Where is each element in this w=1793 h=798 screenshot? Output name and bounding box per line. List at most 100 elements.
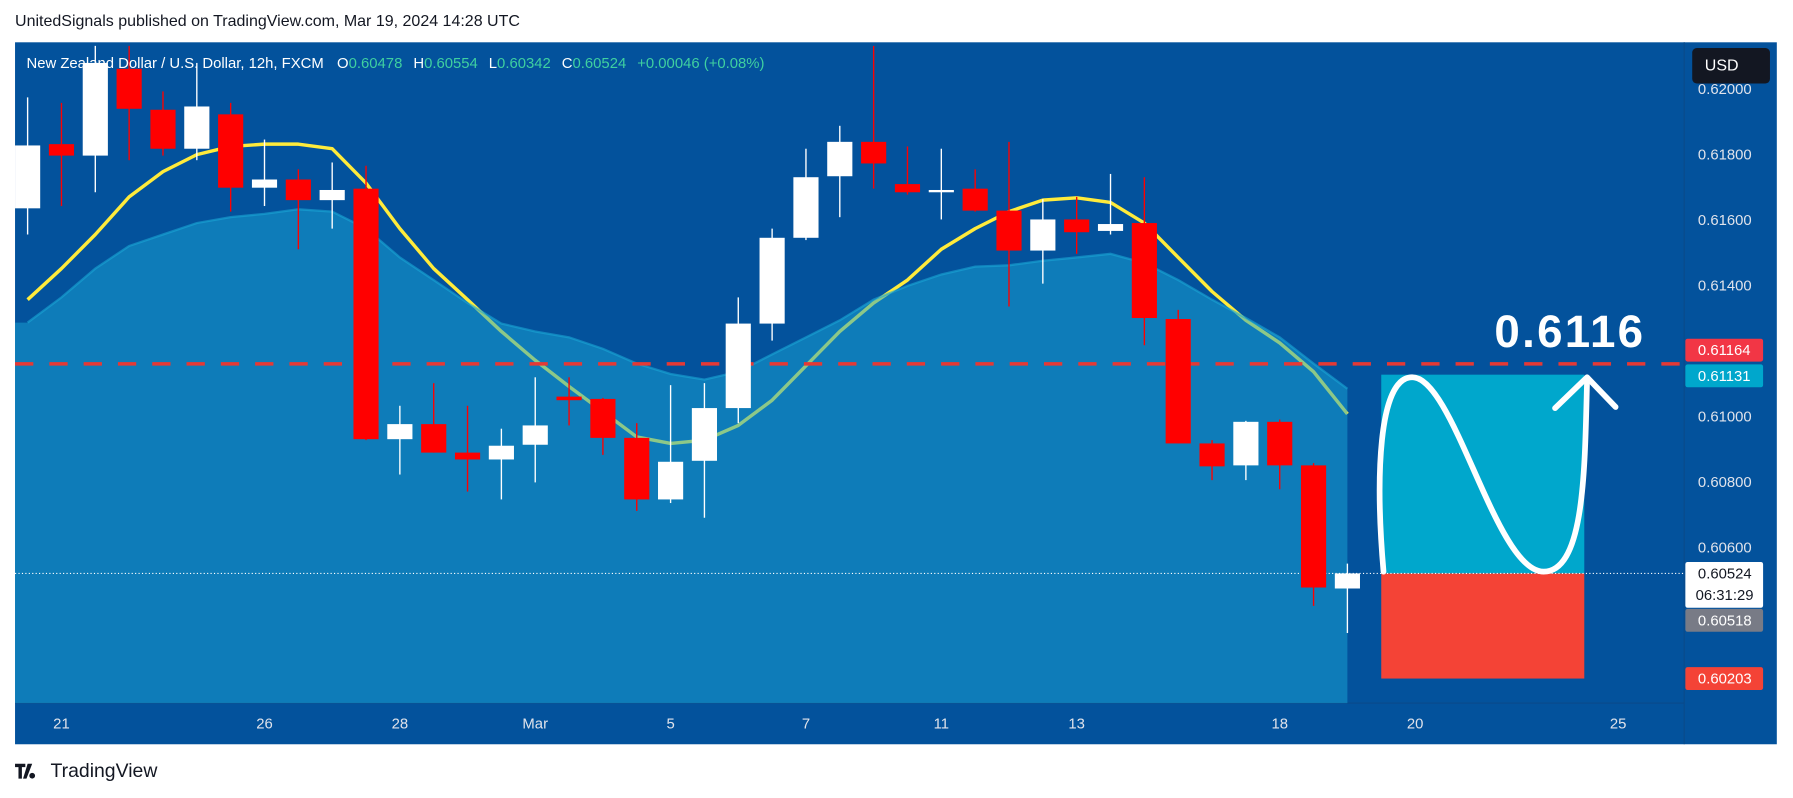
candle-body bbox=[1267, 421, 1293, 466]
x-tick-label: 25 bbox=[1610, 717, 1627, 733]
x-tick-label: 28 bbox=[392, 717, 409, 733]
x-tick-label: 26 bbox=[256, 717, 273, 733]
candle-body bbox=[658, 461, 684, 500]
x-tick-label: 7 bbox=[802, 717, 810, 733]
candle-body bbox=[793, 177, 819, 238]
candle-body bbox=[1165, 319, 1191, 444]
candle-body bbox=[590, 398, 616, 438]
candle-body bbox=[759, 237, 785, 324]
target-price-tag: 0.61131 bbox=[1698, 369, 1751, 385]
price-tags: 0.61164 0.61131 0.60524 06:31:29 0.60518 0.60… bbox=[1685, 338, 1764, 690]
candle-body bbox=[894, 184, 921, 193]
candle-body bbox=[387, 424, 413, 440]
currency-button[interactable] bbox=[1692, 48, 1770, 84]
ohlc-key: H bbox=[413, 56, 424, 72]
candle-body bbox=[556, 396, 582, 401]
alert-price-tag: 0.61164 bbox=[1698, 343, 1751, 359]
last-price-tag: 0.60524 bbox=[1698, 567, 1752, 583]
candle-body bbox=[522, 425, 548, 445]
candle-body bbox=[285, 179, 311, 201]
candle-body bbox=[962, 188, 988, 211]
candle-body bbox=[1233, 421, 1259, 466]
candle-body bbox=[454, 452, 481, 460]
candle-body bbox=[184, 106, 210, 149]
x-tick-label: 20 bbox=[1407, 717, 1424, 733]
candle-body bbox=[861, 141, 887, 164]
candle-body bbox=[624, 437, 650, 500]
candle-body bbox=[82, 62, 108, 156]
ohlc-value: 0.60524 bbox=[573, 56, 627, 72]
y-tick-label: 0.61800 bbox=[1698, 148, 1752, 164]
candle-body bbox=[725, 323, 751, 409]
stop-price-tag-box bbox=[1685, 667, 1764, 690]
alert-price-tag-box bbox=[1685, 338, 1764, 362]
publisher-line: UnitedSignals published on TradingView.c… bbox=[15, 13, 520, 30]
candle-body bbox=[353, 188, 379, 440]
candle-body bbox=[116, 68, 142, 109]
drawn-curve bbox=[1376, 374, 1590, 575]
y-tick-label: 0.60800 bbox=[1698, 475, 1752, 491]
logo-mark bbox=[15, 763, 36, 779]
candle-body bbox=[1030, 219, 1056, 251]
annotation: 0.6116 bbox=[1494, 306, 1645, 357]
candles bbox=[15, 45, 1360, 634]
x-tick-label: 13 bbox=[1068, 717, 1085, 733]
y-tick-label: 0.60600 bbox=[1698, 540, 1752, 556]
x-tick-label: 11 bbox=[934, 717, 949, 733]
ohlc-value: 0.60342 bbox=[497, 56, 551, 72]
indicators bbox=[15, 142, 1349, 704]
currency[interactable]: USD bbox=[1705, 58, 1739, 75]
area-line bbox=[26, 208, 1349, 390]
change: +0.00046 (+0.08%) bbox=[637, 56, 764, 72]
candle-body bbox=[1131, 223, 1157, 319]
candle-body bbox=[827, 141, 853, 177]
candle-body bbox=[150, 109, 176, 149]
brand: TradingView bbox=[50, 760, 158, 782]
candle-body bbox=[1334, 573, 1360, 589]
candle-body bbox=[488, 445, 514, 460]
last-price-box bbox=[1685, 562, 1764, 608]
candle-body bbox=[421, 424, 447, 453]
candle-body bbox=[928, 189, 954, 193]
drawn-arrowhead bbox=[1552, 374, 1619, 412]
x-tick-label: 21 bbox=[53, 717, 70, 733]
x-tick-label: 18 bbox=[1271, 717, 1288, 733]
x-tick-label: 5 bbox=[666, 717, 674, 733]
candle-body bbox=[15, 145, 41, 209]
countdown: 06:31:29 bbox=[1696, 588, 1754, 604]
symbol: New Zealand Dollar / U.S. Dollar, 12h, F… bbox=[26, 56, 323, 72]
candle-body bbox=[319, 189, 345, 201]
tools bbox=[15, 362, 1685, 679]
ohlc-key: O bbox=[337, 56, 349, 72]
drawing: 0.6116 bbox=[1376, 306, 1645, 575]
candle-body bbox=[218, 114, 244, 188]
target-price-tag-box bbox=[1685, 364, 1764, 388]
stop-price-tag: 0.60203 bbox=[1698, 672, 1752, 688]
loss-zone bbox=[1381, 573, 1585, 679]
y-tick-label: 0.62000 bbox=[1698, 82, 1752, 98]
x-tick-label: Mar bbox=[522, 717, 548, 733]
y-tick-label: 0.61400 bbox=[1698, 279, 1752, 295]
ohlc-key: L bbox=[489, 56, 497, 72]
y-tick-label: 0.61600 bbox=[1698, 213, 1752, 229]
brand-logo bbox=[15, 763, 36, 779]
other-price-tag: 0.60518 bbox=[1698, 613, 1752, 629]
ohlc-value: 0.60554 bbox=[424, 56, 478, 72]
candle-body bbox=[1199, 443, 1225, 467]
ohlc-value: 0.60478 bbox=[349, 56, 403, 72]
candle-body bbox=[1064, 219, 1090, 233]
candle-body bbox=[1097, 224, 1124, 231]
ohlc-key: C bbox=[562, 56, 573, 72]
other-price-tag-box bbox=[1685, 608, 1764, 632]
candle-body bbox=[48, 144, 75, 156]
candle-body bbox=[691, 408, 718, 461]
candle-body bbox=[251, 179, 278, 188]
legend: New Zealand Dollar / U.S. Dollar, 12h, F… bbox=[26, 56, 764, 72]
candle-body bbox=[996, 210, 1022, 251]
y-tick-label: 0.61000 bbox=[1698, 409, 1752, 425]
candle-body bbox=[1300, 465, 1327, 588]
axes: 0.60600 0.60800 0.61000 0.61400 0.61600 0.618… bbox=[53, 82, 1751, 733]
area bbox=[15, 209, 1348, 704]
